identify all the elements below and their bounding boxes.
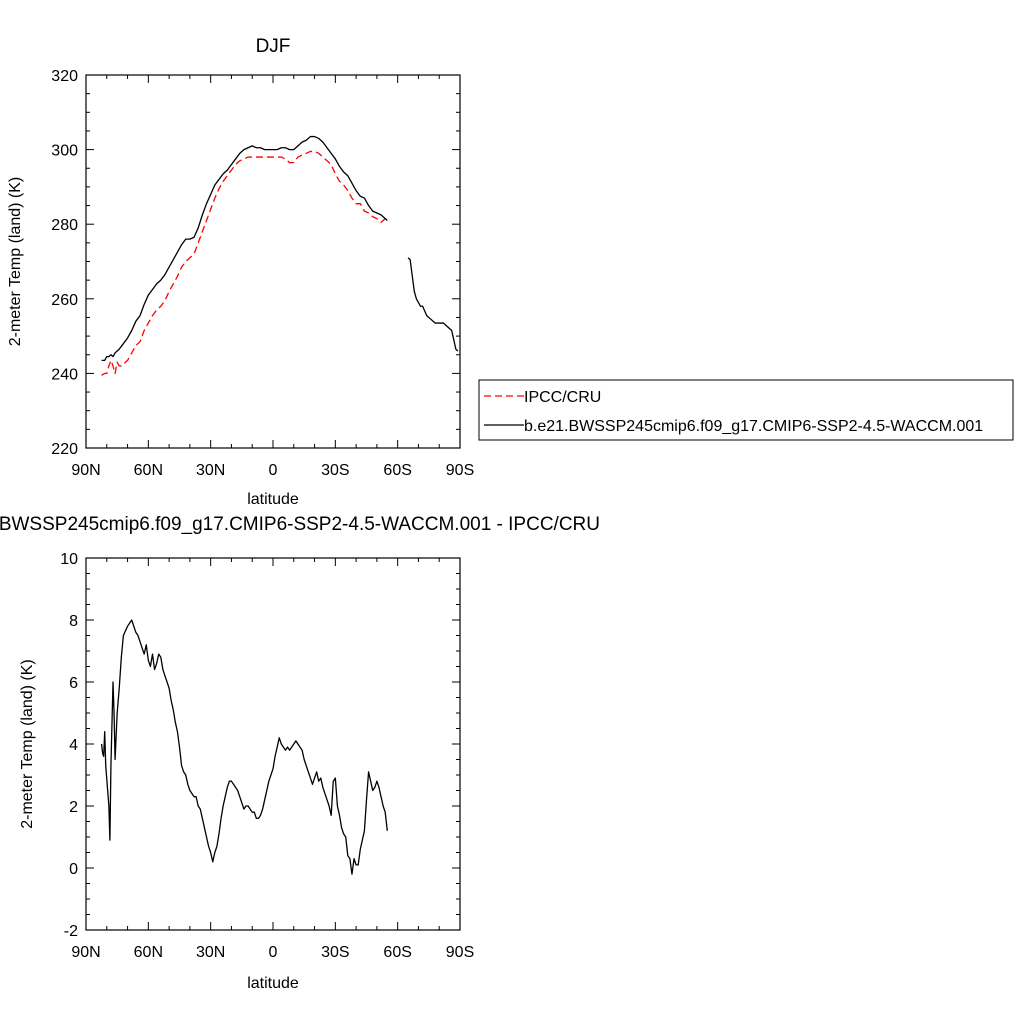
x-tick-label: 30S [321, 462, 349, 479]
x-tick-label: 90S [446, 944, 474, 961]
y-tick-label: -2 [64, 923, 78, 940]
y-tick-label: 280 [51, 217, 78, 234]
y-tick-label: 0 [69, 861, 78, 878]
y-tick-label: 2 [69, 799, 78, 816]
chart-panel-2: b.e21.BWSSP245cmip6.f09_g17.CMIP6-SSP2-4… [0, 514, 600, 992]
series-line-1-segment-1 [101, 150, 388, 376]
y-axis-label: 2-meter Temp (land) (K) [7, 177, 24, 347]
x-tick-label: 30S [321, 944, 349, 961]
y-tick-label: 320 [51, 68, 78, 85]
x-tick-label: 30N [196, 462, 225, 479]
x-tick-label: 30N [196, 944, 225, 961]
x-tick-label: 60N [134, 944, 163, 961]
series-line-2-segment-2 [407, 257, 459, 352]
y-tick-label: 6 [69, 675, 78, 692]
x-tick-label: 90S [446, 462, 474, 479]
y-tick-label: 10 [60, 551, 78, 568]
x-tick-label: 60S [383, 944, 411, 961]
y-tick-label: 260 [51, 292, 78, 309]
x-tick-label: 60N [134, 462, 163, 479]
y-tick-label: 8 [69, 613, 78, 630]
y-axis-label: 2-meter Temp (land) (K) [19, 659, 36, 829]
x-tick-label: 0 [269, 462, 278, 479]
legend-label-2: b.e21.BWSSP245cmip6.f09_g17.CMIP6-SSP2-4… [524, 418, 983, 435]
series-group [100, 619, 388, 875]
x-tick-label: 0 [269, 944, 278, 961]
chart-title: DJF [256, 36, 291, 57]
y-tick-label: 300 [51, 143, 78, 160]
series-line-1-segment-1 [100, 619, 388, 875]
series-line-2-segment-1 [101, 135, 388, 361]
x-tick-label: 60S [383, 462, 411, 479]
chart-title: b.e21.BWSSP245cmip6.f09_g17.CMIP6-SSP2-4… [0, 514, 600, 535]
x-tick-label: 90N [71, 944, 100, 961]
series-group [101, 135, 459, 376]
legend-box [478, 379, 1014, 441]
y-tick-label: 240 [51, 366, 78, 383]
x-tick-label: 90N [71, 462, 100, 479]
legend: IPCC/CRU b.e21.BWSSP245cmip6.f09_g17.CMIP… [478, 379, 1014, 441]
y-tick-label: 220 [51, 441, 78, 458]
plot-frame [85, 74, 461, 449]
chart-panel-1: DJF latitude 2-meter Temp (land) (K) 90N 60N… [7, 36, 1014, 508]
y-tick-label: 4 [69, 737, 78, 754]
legend-label-1: IPCC/CRU [524, 389, 601, 406]
x-axis-label: latitude [247, 491, 299, 508]
x-axis-label: latitude [247, 975, 299, 992]
plot-frame [85, 557, 461, 931]
